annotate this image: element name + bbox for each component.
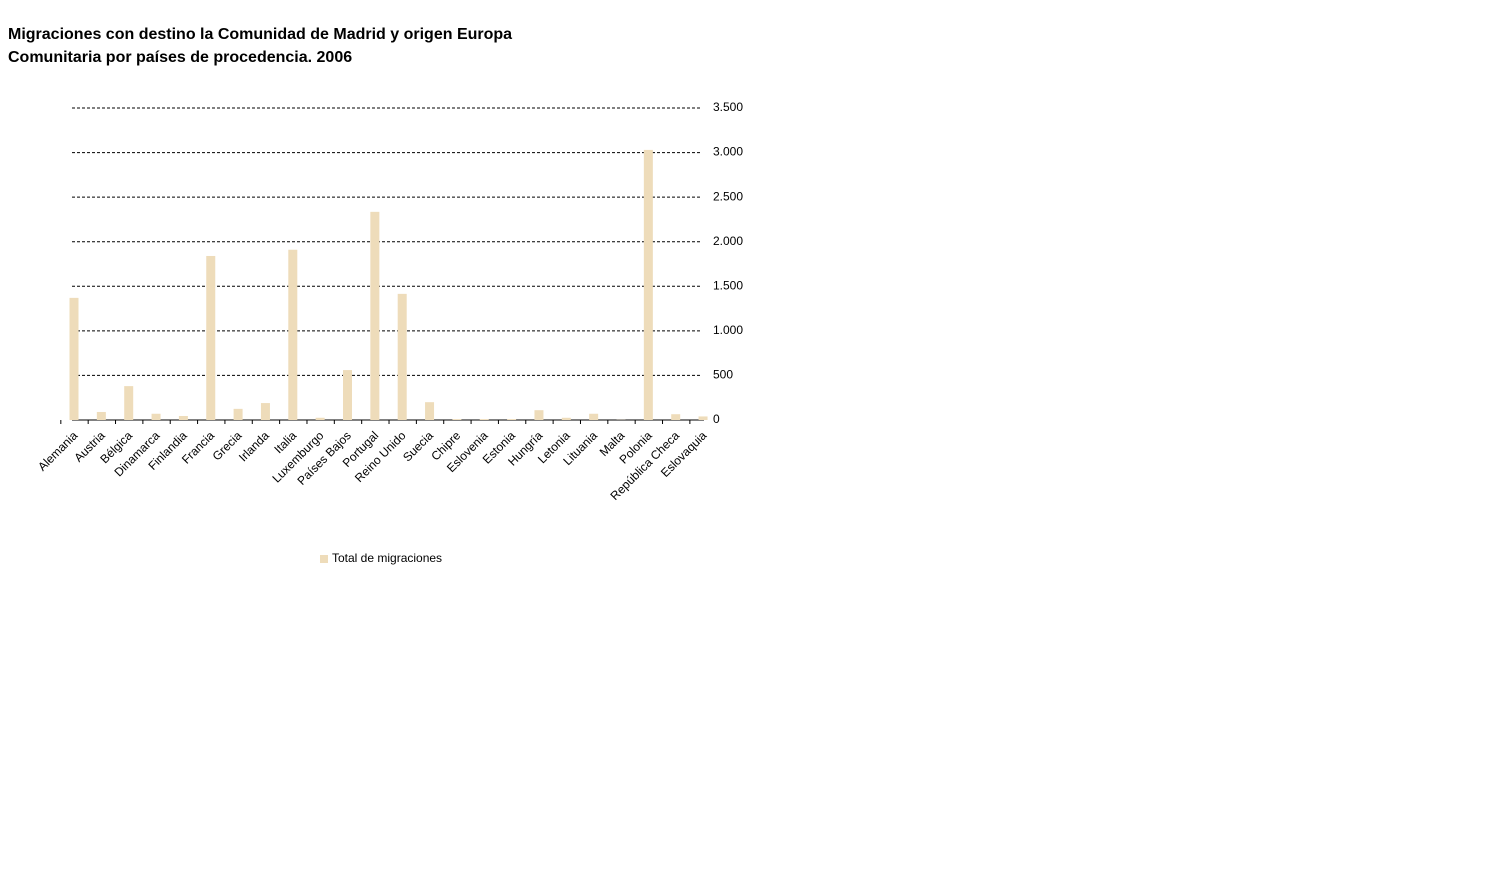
y-tick-label: 3.000	[713, 145, 743, 159]
bar	[69, 297, 79, 420]
y-tick-label: 0	[713, 412, 720, 426]
bar	[589, 413, 599, 420]
bar	[370, 211, 380, 420]
bar	[233, 408, 243, 420]
bar	[671, 414, 681, 420]
bar	[288, 249, 298, 420]
bar	[507, 419, 517, 420]
bar	[343, 370, 352, 420]
bar	[397, 293, 407, 420]
bar	[260, 403, 270, 420]
x-tick-label: Irlanda	[236, 428, 272, 464]
chart-title: Migraciones con destino la Comunidad de …	[8, 26, 513, 66]
bar	[534, 410, 544, 420]
bar	[425, 402, 435, 420]
legend-label: Total de migraciones	[332, 551, 442, 565]
bar	[452, 419, 462, 420]
y-tick-label: 2.000	[713, 234, 743, 248]
y-tick-label: 1.000	[713, 323, 743, 337]
bar	[315, 417, 325, 420]
bar	[124, 386, 134, 420]
bar	[698, 416, 708, 420]
legend-swatch	[320, 555, 328, 563]
bar	[96, 411, 106, 420]
bar	[178, 415, 188, 420]
bar	[643, 149, 653, 420]
y-tick-label: 500	[713, 368, 733, 382]
y-tick-label: 2.500	[713, 189, 743, 203]
y-tick-label: 1.500	[713, 278, 743, 292]
y-tick-label: 3.500	[713, 100, 743, 114]
bar	[151, 413, 161, 420]
bar	[479, 419, 489, 420]
x-tick-label: Suecia	[400, 428, 436, 464]
x-tick-label: Alemania	[35, 428, 81, 474]
bar	[561, 417, 571, 420]
bar	[206, 255, 216, 420]
